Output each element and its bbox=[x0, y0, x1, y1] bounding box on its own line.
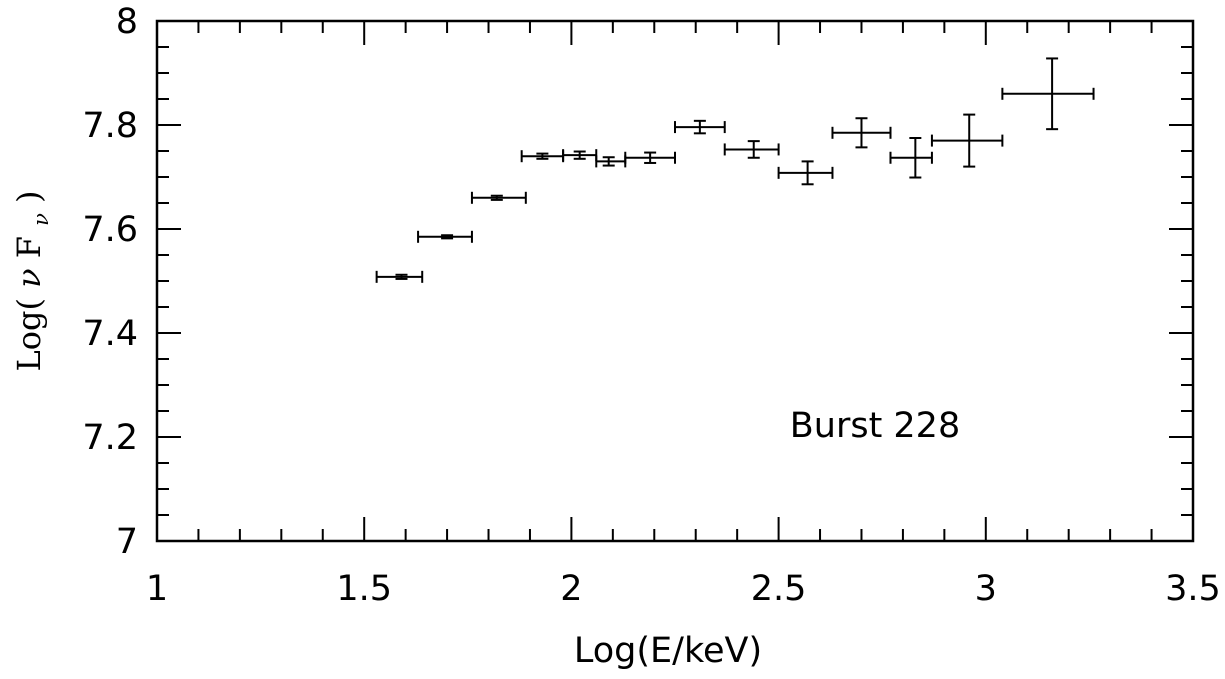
data-point bbox=[1001, 57, 1095, 131]
y-axis-title-suffix: ) bbox=[10, 190, 48, 202]
x-tick-label: 3.5 bbox=[1165, 569, 1221, 609]
data-points bbox=[375, 57, 1095, 283]
data-point bbox=[562, 149, 598, 162]
data-point bbox=[674, 119, 726, 135]
plot-frame bbox=[155, 19, 1195, 543]
data-point bbox=[831, 117, 892, 149]
x-tick-label: 2.5 bbox=[751, 569, 807, 609]
y-tick-label: 8 bbox=[116, 2, 138, 42]
data-point bbox=[723, 140, 780, 159]
x-tick-label: 2 bbox=[560, 569, 582, 609]
data-point bbox=[417, 230, 473, 243]
y-axis-title: Log( ν F ν ) bbox=[10, 190, 56, 371]
y-tick-label: 7.2 bbox=[82, 418, 138, 458]
y-axis-title-subscript: ν bbox=[29, 213, 53, 226]
data-point bbox=[889, 137, 933, 179]
y-tick-label: 7.4 bbox=[82, 314, 138, 354]
y-axis-title-prefix: Log( bbox=[10, 298, 48, 371]
x-tick-label: 1.5 bbox=[336, 569, 392, 609]
y-tick-label: 7.6 bbox=[82, 210, 138, 250]
data-point bbox=[777, 160, 834, 186]
data-point bbox=[375, 270, 424, 283]
data-point bbox=[595, 155, 627, 168]
y-tick-label: 7 bbox=[116, 522, 138, 562]
annotation-burst-label: Burst 228 bbox=[790, 406, 960, 446]
x-tick-label: 1 bbox=[146, 569, 168, 609]
x-tick-labels: 1 1.5 2 2.5 3 3.5 bbox=[146, 569, 1221, 609]
data-point bbox=[930, 113, 1004, 168]
data-point bbox=[624, 151, 676, 164]
major-ticks bbox=[156, 20, 1194, 542]
x-tick-label: 3 bbox=[975, 569, 997, 609]
y-axis-title-nu: ν bbox=[10, 268, 48, 287]
y-tick-labels: 7 7.2 7.4 7.6 7.8 8 bbox=[82, 2, 138, 562]
data-point bbox=[470, 191, 527, 204]
y-axis-title-f: F bbox=[10, 236, 48, 258]
minor-ticks bbox=[157, 21, 1193, 541]
data-point bbox=[520, 150, 565, 163]
y-tick-label: 7.8 bbox=[82, 106, 138, 146]
x-axis-title: Log(E/keV) bbox=[574, 631, 762, 671]
